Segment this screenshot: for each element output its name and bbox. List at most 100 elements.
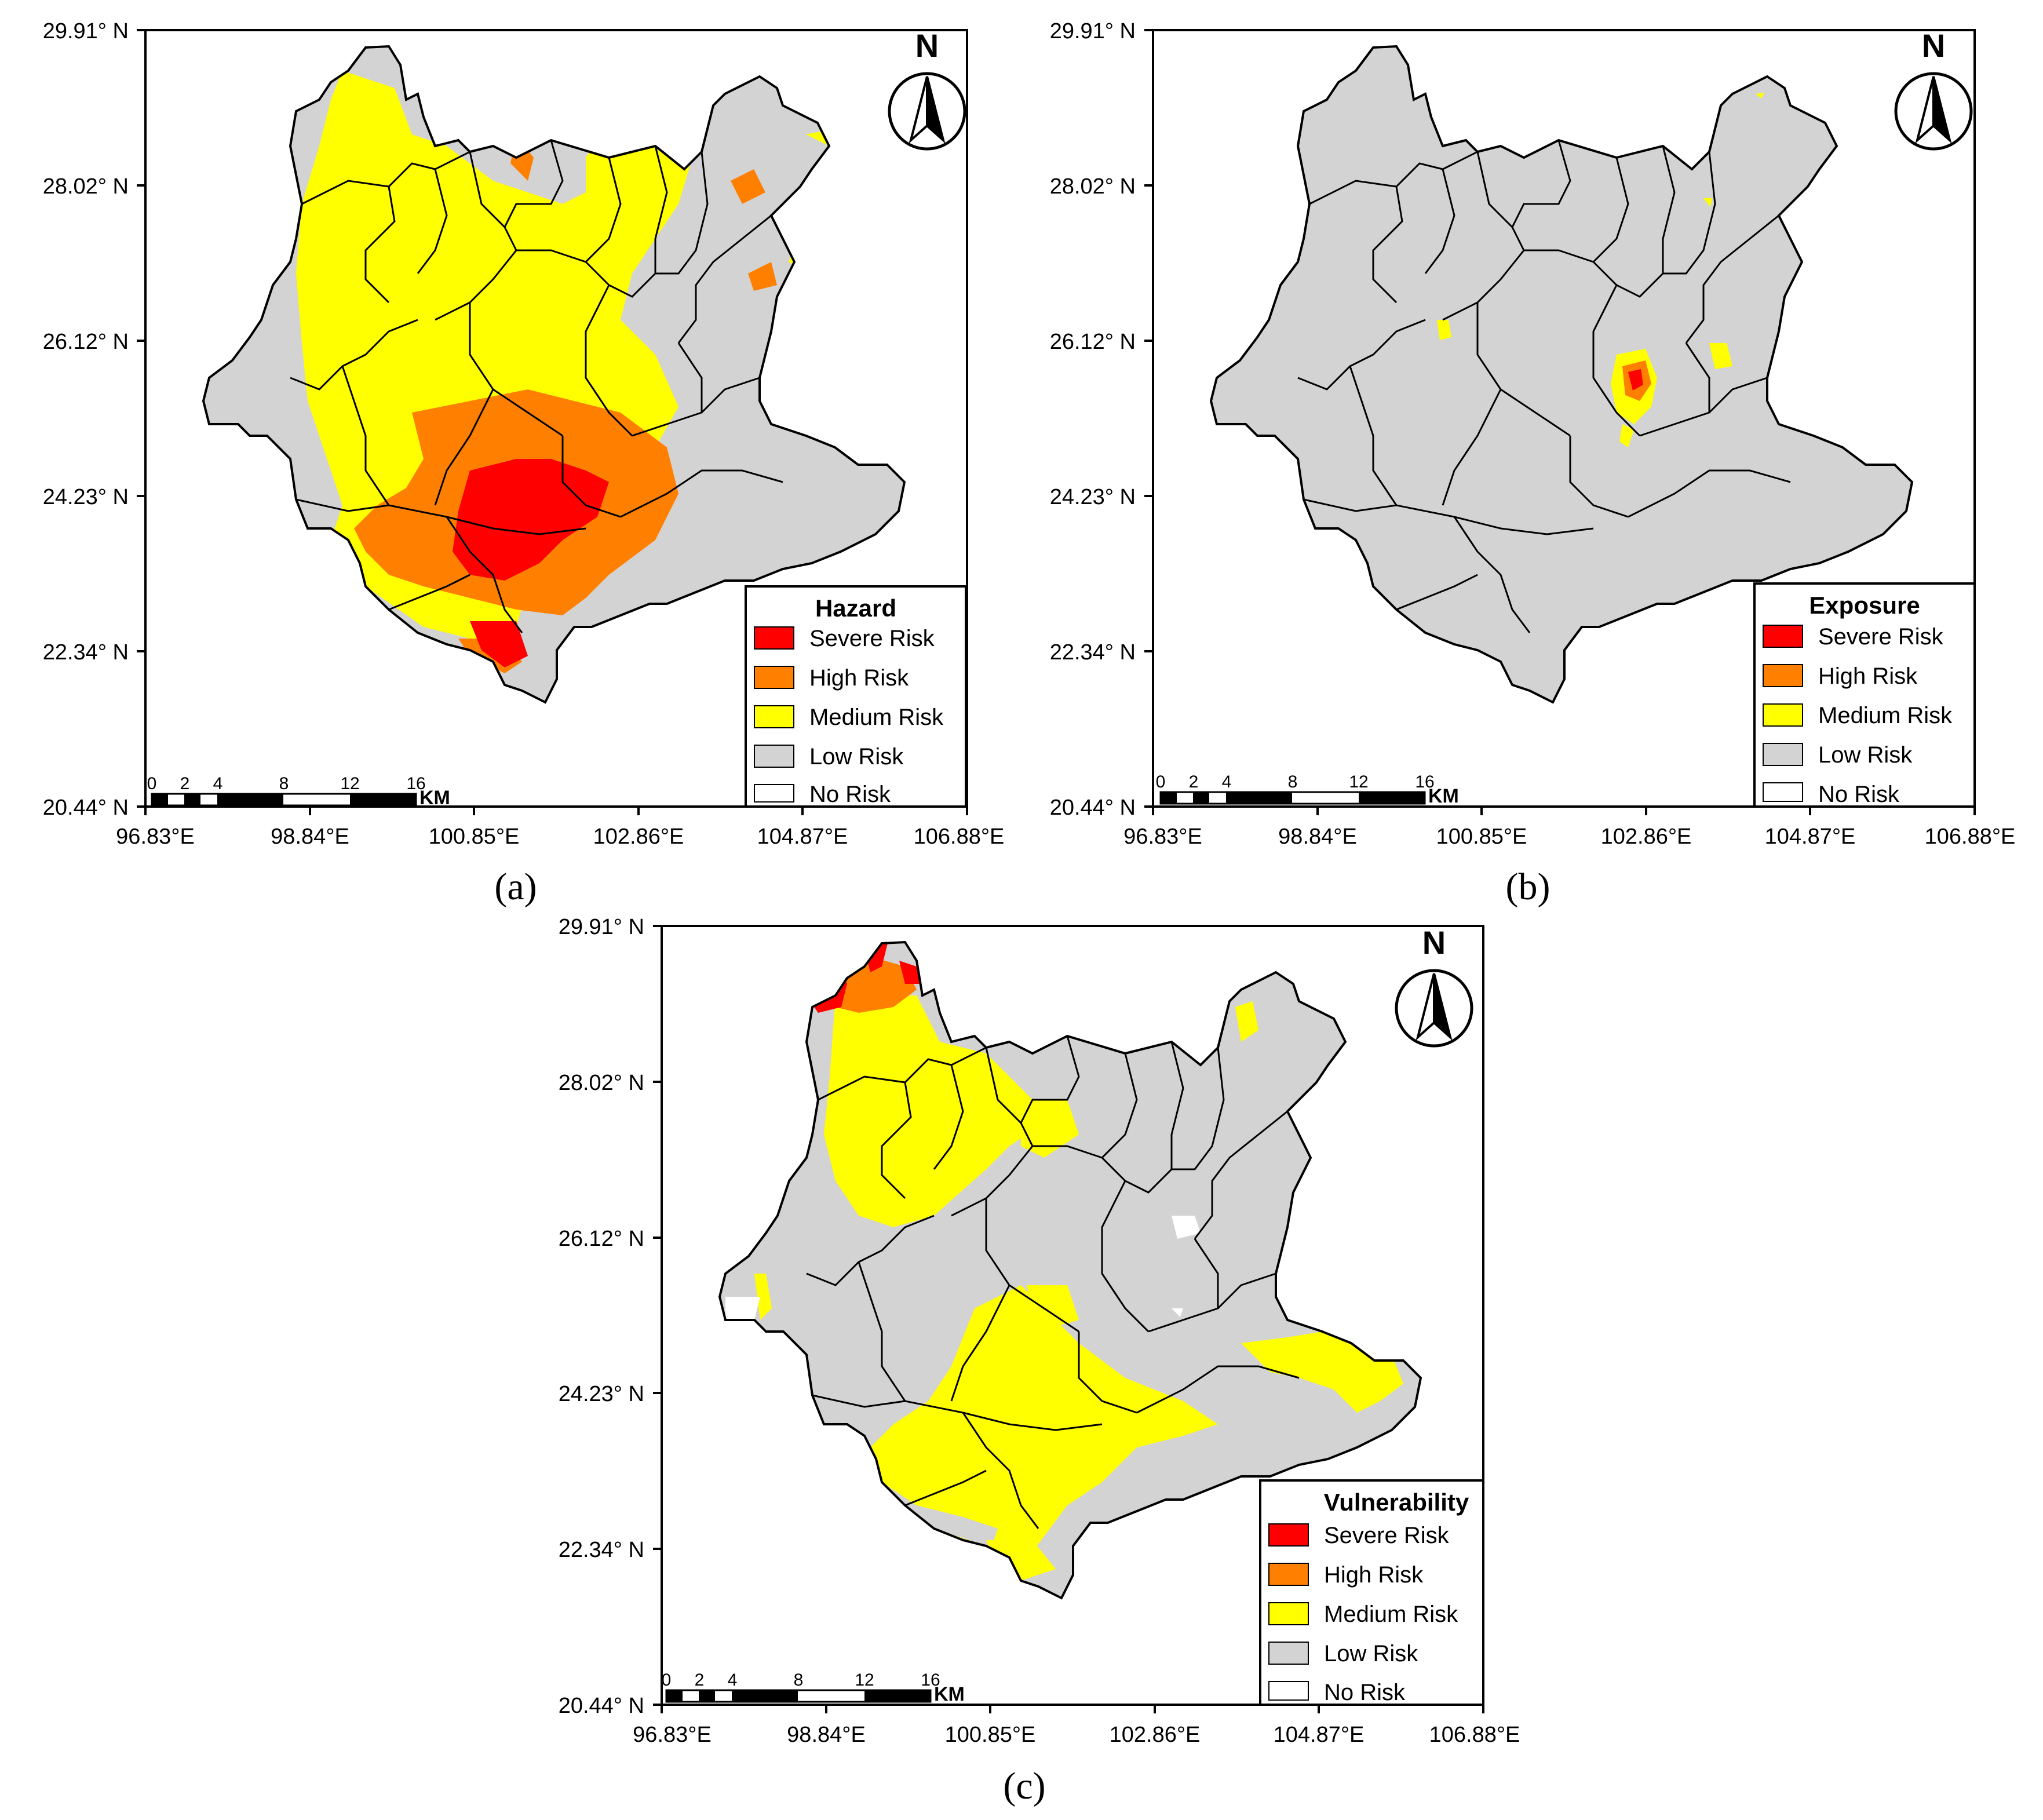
panel-caption: (b) [1506,866,1551,908]
lat-tick-label: 20.44° N [559,1694,644,1718]
lon-tick-label: 106.88°E [1925,825,2016,849]
lat-tick-label: 20.44° N [1050,796,1136,820]
lon-tick-label: 106.88°E [1429,1723,1520,1747]
legend-item: Medium Risk [809,705,944,730]
scale-tick-label: 8 [794,1671,804,1690]
lon-axis: 96.83°E 98.84°E 100.85°E 102.86°E 104.87… [633,1705,1520,1747]
legend-item: Low Risk [809,744,904,769]
scale-unit-label: KM [419,787,450,809]
scale-bar: 0 2 4 8 12 16 KM [1156,772,1459,807]
lon-tick-label: 96.83°E [1123,825,1202,849]
lat-tick-label: 28.02° N [43,174,129,199]
lon-tick-label: 100.85°E [945,1723,1036,1747]
legend-item: No Risk [1324,1680,1406,1705]
legend-item: High Risk [1324,1562,1424,1588]
lat-tick-label: 24.23° N [43,485,129,509]
legend-item: Medium Risk [1324,1602,1458,1627]
lat-tick-label: 22.34° N [559,1538,644,1562]
lon-tick-label: 102.86°E [1601,825,1692,849]
scale-tick-label: 2 [1189,772,1199,792]
legend: Exposure Severe Risk High Risk Medium Ri… [1753,582,1976,808]
lon-tick-label: 102.86°E [593,825,684,849]
legend-item: Medium Risk [1818,703,1953,728]
panel-caption: (c) [1003,1765,1045,1807]
legend-item: High Risk [1818,663,1918,689]
legend-item: No Risk [809,782,891,807]
province-map [1210,45,1913,703]
lat-tick-label: 28.02° N [1050,174,1136,199]
scale-tick-label: 0 [147,774,157,793]
legend: Vulnerability Severe Risk High Risk Medi… [1259,1479,1484,1706]
legend-item: Severe Risk [1324,1523,1450,1548]
lat-tick-label: 29.91° N [559,915,644,939]
lat-tick-label: 26.12° N [559,1227,644,1251]
severe-risk-zone [1628,369,1643,391]
province-map [718,941,1422,1599]
lat-tick-label: 26.12° N [43,330,129,354]
lat-tick-label: 22.34° N [43,640,129,665]
scale-tick-label: 12 [1349,772,1368,792]
scale-tick-label: 0 [662,1671,672,1690]
lon-tick-label: 96.83°E [116,825,195,849]
north-label: N [1422,924,1446,961]
legend-item: Low Risk [1324,1641,1418,1666]
panel-exposure: N 0 2 4 8 12 16 KM Exposure Severe Risk … [1050,19,2016,908]
lon-tick-label: 102.86°E [1110,1723,1201,1747]
legend-item: Low Risk [1818,742,1913,768]
lat-tick-label: 20.44° N [43,796,129,820]
lat-axis: 29.91° N 28.02° N 26.12° N 24.23° N 22.3… [1050,19,1153,820]
legend: Hazard Severe Risk High Risk Medium Risk… [745,585,967,808]
scale-unit-label: KM [1428,785,1459,807]
lon-tick-label: 100.85°E [429,825,520,849]
scale-tick-label: 8 [279,774,289,793]
scale-tick-label: 16 [1415,772,1434,792]
province-map [202,45,906,703]
lat-axis: 29.91° N 28.02° N 26.12° N 24.23° N 22.3… [43,19,145,820]
lon-tick-label: 96.83°E [633,1723,712,1747]
scale-tick-label: 16 [406,774,425,793]
north-arrow-icon [1896,74,1971,149]
lat-tick-label: 28.02° N [559,1071,644,1095]
legend-item: High Risk [809,665,909,691]
scale-bar: 0 2 4 8 12 16 KM [662,1671,965,1705]
lon-tick-label: 98.84°E [271,825,349,849]
lon-tick-label: 98.84°E [787,1723,866,1747]
panel-caption: (a) [494,866,537,908]
scale-tick-label: 4 [1222,772,1232,792]
lat-axis: 29.91° N 28.02° N 26.12° N 24.23° N 22.3… [559,915,662,1718]
north-label: N [1922,27,1945,64]
lat-tick-label: 22.34° N [1050,640,1136,665]
scale-tick-label: 0 [1156,772,1166,792]
lon-tick-label: 106.88°E [914,825,1005,849]
legend-item: No Risk [1818,782,1900,807]
legend-item: Severe Risk [1818,624,1944,650]
panel-hazard: N 0 2 4 8 12 16 KM Hazard Severe Risk [43,19,1005,908]
north-arrow-icon [889,74,965,149]
lon-axis: 96.83°E 98.84°E 100.85°E 102.86°E 104.87… [1123,807,2015,849]
lon-axis: 96.83°E 98.84°E 100.85°E 102.86°E 104.87… [116,807,1004,849]
scale-tick-label: 12 [340,774,359,793]
scale-tick-label: 2 [695,1671,705,1690]
lon-tick-label: 98.84°E [1278,825,1357,849]
lon-tick-label: 104.87°E [757,825,848,849]
lat-tick-label: 26.12° N [1050,330,1136,354]
scale-tick-label: 4 [728,1671,738,1690]
legend-item: Severe Risk [809,626,935,651]
lon-tick-label: 100.85°E [1436,825,1527,849]
north-label: N [915,27,939,64]
lon-tick-label: 104.87°E [1765,825,1856,849]
scale-unit-label: KM [934,1683,965,1705]
panel-vulnerability: N 0 2 4 8 12 16 KM Vulnerability Severe … [559,915,1520,1807]
scale-tick-label: 12 [855,1671,874,1690]
medium-risk-zone [824,995,1044,1227]
lat-tick-label: 29.91° N [43,19,129,43]
lat-tick-label: 24.23° N [1050,485,1136,509]
scale-tick-label: 8 [1288,772,1298,792]
lat-tick-label: 24.23° N [559,1382,644,1406]
lat-tick-label: 29.91° N [1050,19,1136,43]
scale-tick-label: 2 [180,774,190,793]
scale-bar: 0 2 4 8 12 16 KM [147,774,450,809]
scale-tick-label: 16 [921,1671,940,1690]
scale-tick-label: 4 [213,774,223,793]
